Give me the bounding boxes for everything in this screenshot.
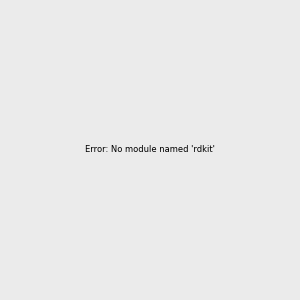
Text: Error: No module named 'rdkit': Error: No module named 'rdkit' [85,146,215,154]
